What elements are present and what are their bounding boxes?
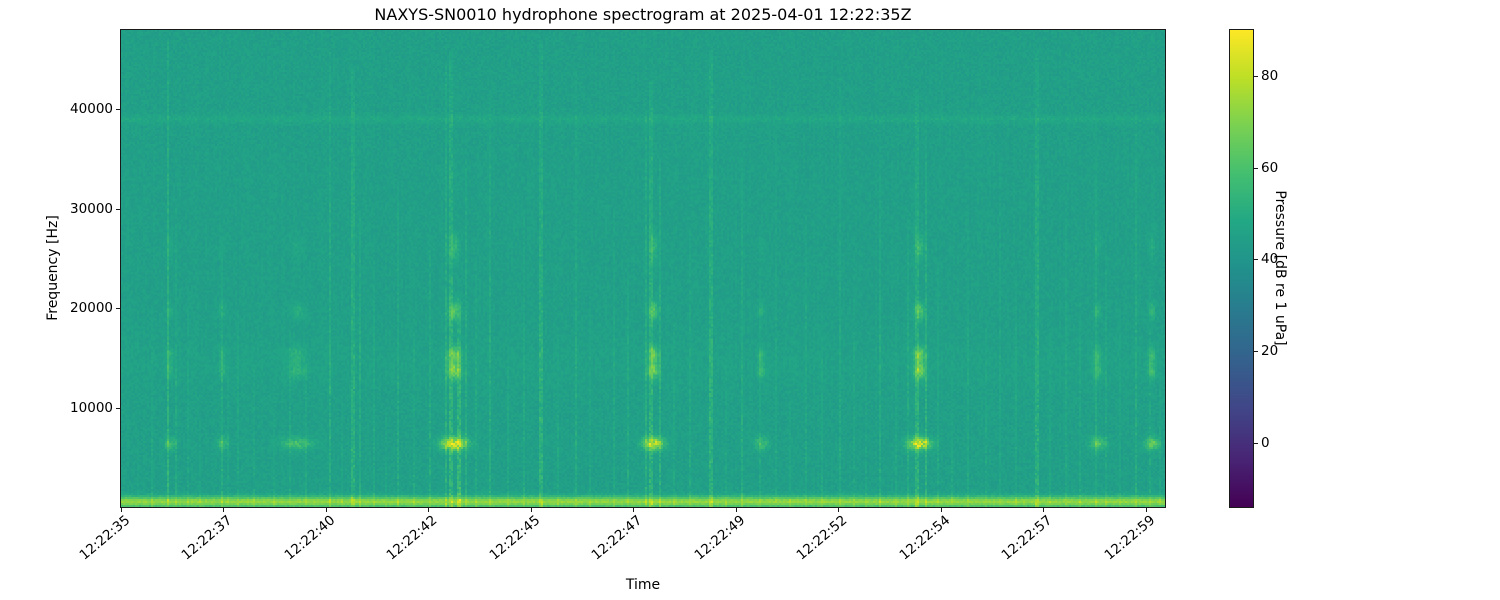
- colorbar-tick-label: 0: [1261, 435, 1270, 451]
- x-tick-mark: [326, 507, 327, 512]
- chart-title: NAXYS-SN0010 hydrophone spectrogram at 2…: [374, 5, 912, 24]
- y-tick-mark: [116, 308, 121, 309]
- x-tick-label: 12:22:54: [896, 512, 954, 564]
- spectrogram-heatmap: [121, 30, 1165, 507]
- colorbar-tick-mark: [1253, 443, 1258, 444]
- colorbar-tick-label: 80: [1261, 68, 1279, 84]
- x-tick-mark: [1043, 507, 1044, 512]
- x-tick-label: 12:22:40: [281, 512, 339, 564]
- colorbar-tick-mark: [1253, 351, 1258, 352]
- x-tick-label: 12:22:37: [178, 512, 236, 564]
- x-tick-mark: [428, 507, 429, 512]
- x-tick-mark: [531, 507, 532, 512]
- plot-area: [120, 29, 1166, 508]
- x-tick-mark: [121, 507, 122, 512]
- x-tick-label: 12:22:57: [998, 512, 1056, 564]
- x-tick-label: 12:22:49: [691, 512, 749, 564]
- x-tick-mark: [223, 507, 224, 512]
- colorbar-tick-label: 20: [1261, 343, 1279, 359]
- colorbar-tick-mark: [1253, 168, 1258, 169]
- y-tick-label: 10000: [70, 400, 113, 416]
- x-tick-label: 12:22:59: [1101, 512, 1159, 564]
- x-tick-mark: [838, 507, 839, 512]
- colorbar-tick-label: 40: [1261, 251, 1279, 267]
- y-tick-label: 30000: [70, 201, 113, 217]
- x-tick-label: 12:22:52: [793, 512, 851, 564]
- x-tick-mark: [736, 507, 737, 512]
- y-tick-mark: [116, 209, 121, 210]
- x-tick-label: 12:22:45: [486, 512, 544, 564]
- x-tick-label: 12:22:35: [76, 512, 134, 564]
- x-tick-label: 12:22:42: [383, 512, 441, 564]
- x-tick-label: 12:22:47: [588, 512, 646, 564]
- y-tick-mark: [116, 109, 121, 110]
- x-tick-mark: [1146, 507, 1147, 512]
- x-tick-mark: [941, 507, 942, 512]
- y-axis-label: Frequency [Hz]: [45, 215, 61, 321]
- colorbar-tick-mark: [1253, 259, 1258, 260]
- x-tick-mark: [633, 507, 634, 512]
- y-tick-label: 40000: [70, 101, 113, 117]
- colorbar-gradient: [1229, 29, 1254, 508]
- colorbar-tick-mark: [1253, 76, 1258, 77]
- colorbar-label: Pressure [dB re 1 uPa]: [1272, 190, 1288, 346]
- x-axis-label: Time: [625, 577, 661, 593]
- y-tick-label: 20000: [70, 300, 113, 316]
- colorbar-tick-label: 60: [1261, 160, 1279, 176]
- y-tick-mark: [116, 408, 121, 409]
